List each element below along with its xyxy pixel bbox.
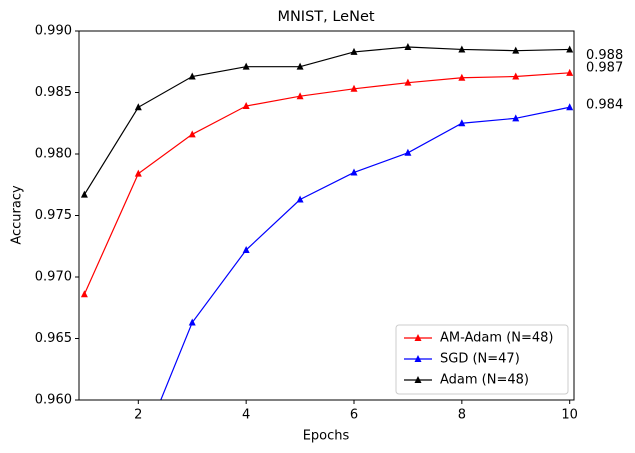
x-axis-label: Epochs — [303, 429, 350, 444]
y-tick-label: 0.985 — [35, 85, 72, 100]
y-tick-label: 0.965 — [35, 331, 72, 346]
data-point — [134, 169, 142, 177]
data-point — [566, 45, 574, 53]
data-point — [296, 195, 304, 203]
data-point — [458, 73, 466, 81]
data-point — [566, 68, 574, 76]
data-point — [350, 168, 358, 176]
data-point — [458, 119, 466, 127]
data-point — [80, 190, 88, 198]
data-point — [350, 47, 358, 55]
x-tick-label: 6 — [350, 408, 358, 423]
series-line — [160, 106, 570, 400]
data-point — [242, 245, 250, 253]
data-point — [458, 45, 466, 53]
data-point — [350, 84, 358, 92]
plot-frame — [78, 30, 575, 401]
legend-marker — [414, 355, 422, 362]
data-point — [512, 46, 520, 54]
data-point — [296, 92, 304, 100]
data-point — [404, 78, 412, 86]
legend-label: Adam (N=48) — [440, 373, 529, 388]
annotation: 0.987 — [586, 60, 623, 75]
data-point — [296, 62, 304, 70]
data-point — [242, 102, 250, 110]
data-point — [80, 290, 88, 298]
x-tick-label: 10 — [561, 408, 578, 423]
y-axis-label: Accuracy — [10, 185, 25, 245]
annotation: 0.988 — [586, 48, 623, 63]
series-group — [80, 42, 574, 400]
annotation: 0.984 — [586, 97, 623, 112]
x-tick-label: 4 — [242, 408, 250, 423]
data-point — [134, 103, 142, 111]
data-point — [188, 72, 196, 80]
y-tick-label: 0.980 — [35, 147, 72, 162]
legend-box — [395, 324, 569, 395]
legend-label: AM-Adam (N=48) — [440, 331, 554, 346]
legend-marker — [414, 334, 422, 341]
legend-label: SGD (N=47) — [440, 352, 520, 367]
y-tick-label: 0.970 — [35, 270, 72, 285]
data-point — [404, 42, 412, 50]
data-point — [404, 148, 412, 156]
y-tick-label: 0.975 — [35, 208, 72, 223]
data-point — [512, 114, 520, 122]
x-tick-label: 2 — [134, 408, 142, 423]
x-tick-label: 8 — [458, 408, 466, 423]
chart-title: MNIST, LeNet — [277, 9, 374, 25]
data-point — [566, 103, 574, 111]
y-tick-label: 0.990 — [35, 24, 72, 39]
data-point — [188, 318, 196, 326]
data-point — [188, 130, 196, 138]
series-line — [83, 72, 570, 295]
data-point — [512, 72, 520, 80]
y-tick-label: 0.960 — [35, 393, 72, 408]
legend-marker — [414, 376, 422, 383]
series-line — [83, 46, 570, 195]
data-point — [242, 62, 250, 70]
